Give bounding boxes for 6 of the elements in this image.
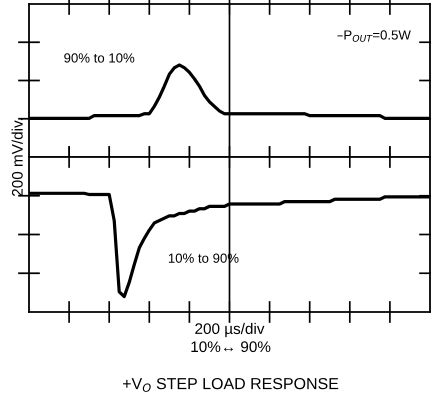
- text: –P$_{OUT}$=0.5W: [337, 30, 411, 42]
- x-axis-title: 200 µs/div: [195, 322, 264, 338]
- y-axis-title: 200 mV/div.: [12, 118, 23, 196]
- text: 90% to 10%: [64, 53, 134, 63]
- text: +V$_{O}$ STEP LOAD RESPONSE: [122, 378, 338, 392]
- text: 10%↔ 90%: [191, 341, 270, 352]
